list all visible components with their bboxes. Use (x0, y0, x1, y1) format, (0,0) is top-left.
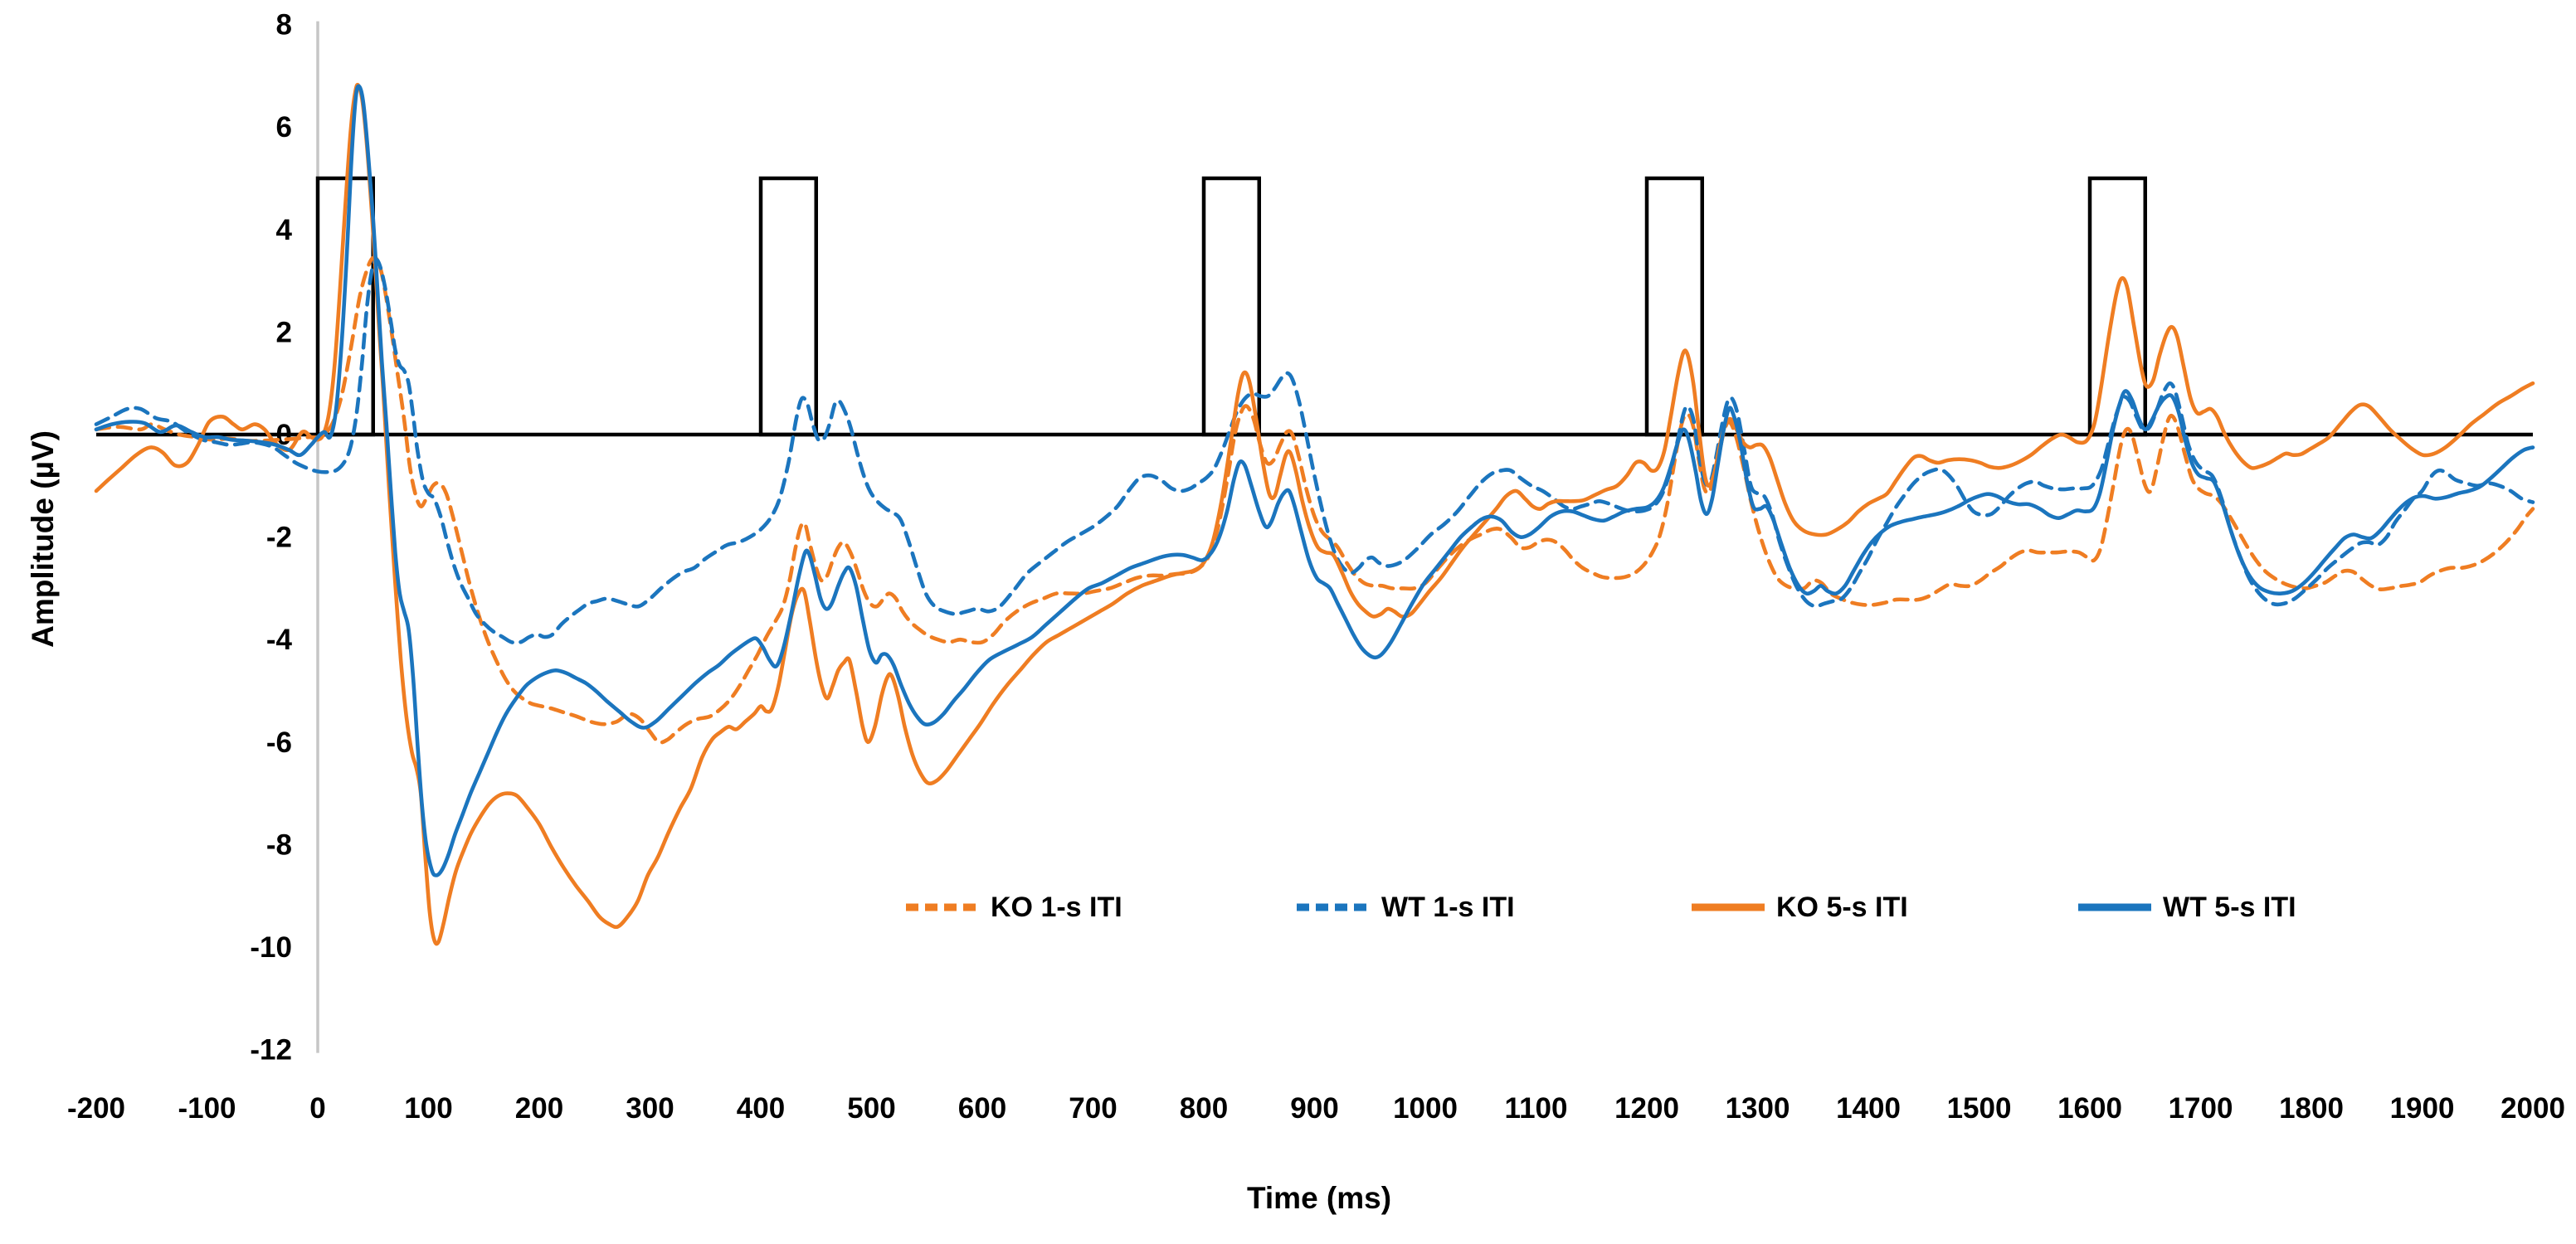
y-tick-label: 8 (276, 9, 292, 41)
x-tick-label: 100 (404, 1092, 452, 1125)
series-line-wt-5-s-iti (94, 84, 2535, 877)
y-tick-label: 4 (276, 214, 293, 246)
stimulus-pulse (758, 176, 818, 437)
x-tick-label: 300 (626, 1092, 674, 1125)
y-axis-title: Amplitude (µV) (26, 430, 60, 648)
legend-swatch-dashed-blue-icon (1297, 903, 1370, 911)
x-tick-label: 1700 (2169, 1092, 2233, 1125)
legend-label: KO 1-s ITI (991, 891, 1122, 923)
legend-swatch-solid-orange-icon (1692, 903, 1765, 911)
y-tick-label: -4 (266, 624, 293, 656)
legend-label: KO 5-s ITI (1776, 891, 1908, 923)
stimulus-pulse (1644, 176, 1704, 437)
legend-item-wt-5s: WT 5-s ITI (2077, 889, 2296, 926)
stimulus-pulse (2087, 176, 2147, 437)
series-line-ko-1-s-iti (94, 255, 2535, 745)
x-tick-label: 700 (1069, 1092, 1117, 1125)
x-tick-label: 1200 (1614, 1092, 1679, 1125)
x-tick-label: 0 (309, 1092, 325, 1125)
x-tick-label: 1800 (2279, 1092, 2344, 1125)
series-line-ko-5-s-iti (94, 82, 2535, 946)
x-tick-label: 1500 (1947, 1092, 2012, 1125)
x-tick-label: 1000 (1393, 1092, 1458, 1125)
legend-swatch-solid-blue-icon (2078, 903, 2151, 911)
legend-item-wt-1s: WT 1-s ITI (1295, 889, 1515, 926)
x-tick-label: 1100 (1505, 1092, 1568, 1125)
y-tick-label: 0 (276, 419, 292, 451)
x-tick-label: -200 (67, 1092, 125, 1125)
y-tick-label: -10 (250, 931, 292, 964)
legend-item-ko-5s: KO 5-s ITI (1690, 889, 1908, 926)
legend-label: WT 1-s ITI (1381, 891, 1515, 923)
x-tick-label: -100 (178, 1092, 236, 1125)
x-tick-label: 1600 (2057, 1092, 2122, 1125)
y-tick-label: 6 (276, 111, 292, 143)
x-axis-title: Time (ms) (1246, 1181, 1392, 1215)
x-tick-label: 800 (1180, 1092, 1228, 1125)
y-tick-label: -2 (266, 522, 292, 554)
x-tick-label: 600 (958, 1092, 1006, 1125)
x-tick-label: 200 (515, 1092, 563, 1125)
y-tick-label: -12 (250, 1034, 292, 1067)
legend-item-ko-1s: KO 1-s ITI (904, 889, 1122, 926)
y-tick-label: 2 (276, 316, 292, 348)
series-line-wt-1-s-iti (94, 257, 2535, 645)
x-tick-label: 2000 (2501, 1092, 2565, 1125)
x-tick-label: 1900 (2390, 1092, 2455, 1125)
x-tick-label: 500 (847, 1092, 895, 1125)
x-tick-label: 400 (737, 1092, 785, 1125)
legend-swatch-dashed-orange-icon (906, 903, 979, 911)
x-tick-label: 900 (1290, 1092, 1338, 1125)
y-tick-label: -8 (266, 829, 292, 861)
x-tick-label: 1400 (1836, 1092, 1901, 1125)
legend-label: WT 5-s ITI (2163, 891, 2296, 923)
x-tick-label: 1300 (1726, 1092, 1790, 1125)
y-tick-label: -6 (266, 726, 292, 759)
